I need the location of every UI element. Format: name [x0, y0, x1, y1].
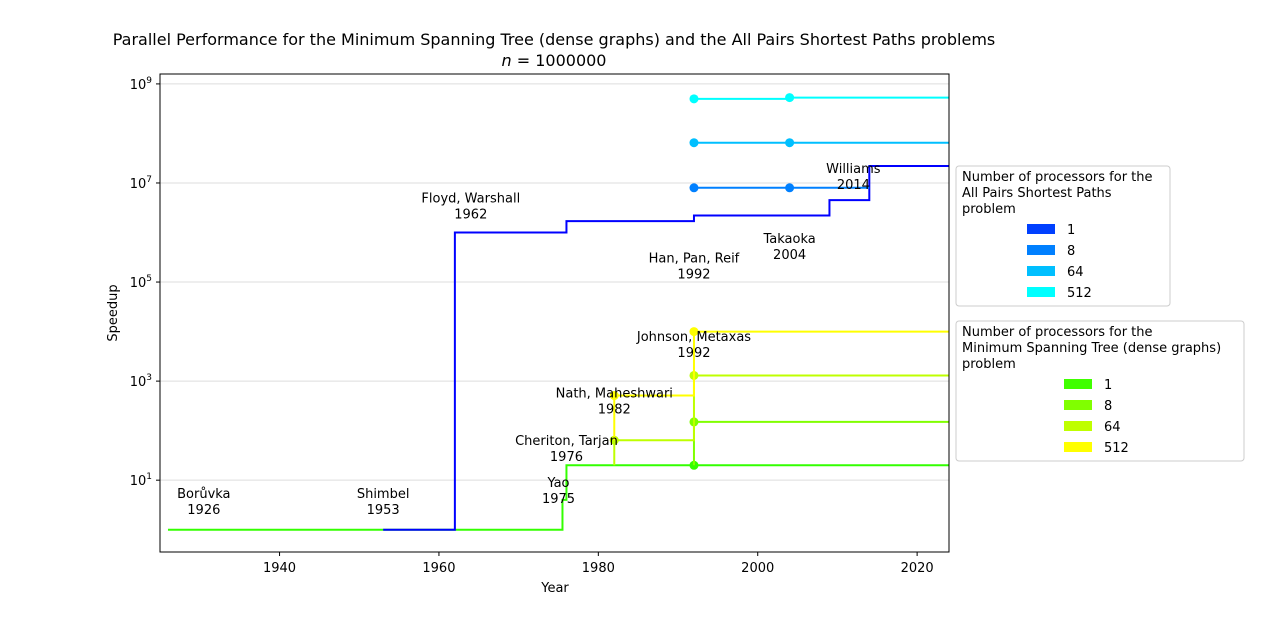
- y-axis-ticks: 101 103 105 107 109: [130, 76, 160, 489]
- series-line-mst-8: [692, 420, 949, 466]
- annotation-year-6: 1992: [677, 346, 710, 361]
- legend-title-line-mst-0: Number of processors for the: [962, 325, 1153, 340]
- legend-title-line-apsp-2: problem: [962, 202, 1016, 217]
- series-line-apsp-512: [693, 96, 949, 100]
- annotation-year-5: 1982: [598, 403, 631, 418]
- y-tick-label-4: 109: [130, 76, 153, 93]
- series-marker-apsp-8-1: [785, 183, 795, 193]
- legend-label-apsp-512: 512: [1067, 286, 1092, 301]
- plot-frame: [159, 73, 950, 553]
- y-tick-label-2: 105: [130, 274, 152, 291]
- annotation-name-7: Han, Pan, Reif: [649, 252, 740, 267]
- annotation-year-1: 1953: [367, 503, 400, 518]
- annotation-year-4: 1975: [542, 492, 575, 507]
- x-tick-label-2: 1980: [582, 561, 615, 576]
- legend-label-mst-8: 8: [1104, 399, 1112, 414]
- annotation-name-4: Yao: [546, 476, 569, 491]
- legend-label-mst-512: 512: [1104, 441, 1129, 456]
- series-line-mst-1: [167, 464, 949, 531]
- annotation-name-3: Cheriton, Tarjan: [515, 434, 618, 449]
- legend-swatch-apsp-1: [1027, 224, 1055, 234]
- y-tick-label-0: 101: [130, 472, 152, 489]
- legend-title-line-apsp-0: Number of processors for the: [962, 170, 1153, 185]
- chart-subtitle: n = 1000000: [502, 51, 607, 70]
- annotation-name-5: Nath, Maheshwari: [556, 387, 673, 402]
- chart-title: Parallel Performance for the Minimum Spa…: [113, 30, 996, 49]
- legend-label-mst-1: 1: [1104, 378, 1112, 393]
- legend-title-line-apsp-1: All Pairs Shortest Paths: [962, 186, 1112, 201]
- annotation-year-0: 1926: [187, 503, 220, 518]
- series-marker-apsp-512-0: [689, 94, 699, 104]
- legend-swatch-apsp-64: [1027, 266, 1055, 276]
- annotation-name-2: Floyd, Warshall: [421, 191, 520, 206]
- legend-swatch-mst-512: [1064, 442, 1092, 452]
- annotation-year-9: 2014: [837, 178, 870, 193]
- series-marker-apsp-64-0: [689, 138, 699, 148]
- series-marker-mst-512-1: [689, 327, 699, 337]
- legend-label-apsp-1: 1: [1067, 223, 1075, 238]
- annotation-name-8: Takaoka: [762, 232, 815, 247]
- annotation-name-9: Williams: [826, 162, 881, 177]
- legend-label-apsp-8: 8: [1067, 244, 1075, 259]
- legend-box-apsp: [955, 165, 1171, 307]
- legend-swatch-apsp-8: [1027, 245, 1055, 255]
- series-line-mst-512: [613, 330, 949, 441]
- x-tick-label-1: 1960: [422, 561, 455, 576]
- legend-swatch-mst-1: [1064, 379, 1092, 389]
- x-tick-label-0: 1940: [263, 561, 296, 576]
- grid-lines: [160, 83, 949, 481]
- annotation-name-0: Borůvka: [177, 487, 230, 502]
- y-tick-label-1: 103: [130, 373, 152, 390]
- legend-swatch-apsp-512: [1027, 287, 1055, 297]
- legend-label-mst-64: 64: [1104, 420, 1121, 435]
- y-axis-label: Speedup: [106, 284, 121, 341]
- legend-label-apsp-64: 64: [1067, 265, 1084, 280]
- series-group: [167, 93, 949, 531]
- legend-title-line-mst-1: Minimum Spanning Tree (dense graphs): [962, 341, 1221, 356]
- legend-swatch-mst-8: [1064, 400, 1092, 410]
- series-marker-apsp-8-0: [689, 183, 699, 193]
- x-axis-label: Year: [540, 581, 569, 596]
- x-axis-ticks: 1940 1960 1980 2000 2020: [263, 552, 934, 576]
- subtitle-value: = 1000000: [512, 51, 607, 70]
- series-line-mst-64: [613, 374, 949, 466]
- annotation-name-6: Johnson, Metaxas: [636, 330, 751, 345]
- x-tick-label-4: 2020: [901, 561, 934, 576]
- legend-box-mst: [955, 320, 1245, 462]
- annotation-year-8: 2004: [773, 248, 806, 263]
- annotation-year-7: 1992: [677, 268, 710, 283]
- x-tick-label-3: 2000: [741, 561, 774, 576]
- y-tick-label-3: 107: [130, 175, 152, 192]
- series-marker-apsp-512-1: [785, 93, 795, 103]
- annotation-year-2: 1962: [454, 207, 487, 222]
- series-line-apsp-1: [383, 165, 949, 531]
- annotation-name-1: Shimbel: [357, 487, 410, 502]
- legend-swatch-mst-64: [1064, 421, 1092, 431]
- series-marker-apsp-64-1: [785, 138, 795, 148]
- series-marker-mst-512-0: [609, 391, 619, 401]
- legend-title-line-mst-2: problem: [962, 357, 1016, 372]
- annotation-year-3: 1976: [550, 450, 583, 465]
- subtitle-variable: n: [502, 51, 512, 70]
